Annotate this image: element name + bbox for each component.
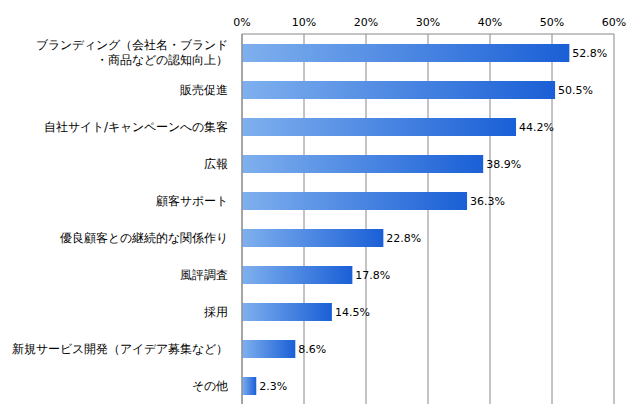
svg-text:44.2%: 44.2% [519,121,554,134]
svg-text:60%: 60% [602,16,626,29]
svg-text:36.3%: 36.3% [470,195,505,208]
svg-text:8.6%: 8.6% [298,343,326,356]
svg-text:17.8%: 17.8% [355,269,390,282]
svg-text:50%: 50% [540,16,564,29]
svg-text:新規サービス開発（アイデア募集など）: 新規サービス開発（アイデア募集など） [12,342,228,356]
svg-text:40%: 40% [478,16,502,29]
svg-text:2.3%: 2.3% [259,380,287,393]
svg-text:顧客サポート: 顧客サポート [156,194,228,208]
svg-text:その他: その他 [192,379,228,393]
svg-text:14.5%: 14.5% [335,306,370,319]
svg-text:10%: 10% [292,16,316,29]
svg-text:38.9%: 38.9% [486,158,521,171]
svg-text:20%: 20% [354,16,378,29]
svg-text:自社サイト/キャンペーンへの集客: 自社サイト/キャンペーンへの集客 [44,120,228,134]
svg-text:風評調査: 風評調査 [180,268,228,282]
svg-text:0%: 0% [233,16,250,29]
svg-text:優良顧客との継続的な関係作り: 優良顧客との継続的な関係作り [60,231,228,245]
svg-text:広報: 広報 [204,157,228,171]
svg-text:50.5%: 50.5% [558,84,593,97]
svg-text:22.8%: 22.8% [386,232,421,245]
svg-text:採用: 採用 [204,305,228,319]
svg-text:ブランディング（会社名・ブランド・商品などの認知向上）: ブランディング（会社名・ブランド・商品などの認知向上） [36,38,228,67]
svg-text:30%: 30% [416,16,440,29]
svg-text:52.8%: 52.8% [572,47,607,60]
svg-text:販売促進: 販売促進 [180,83,228,97]
